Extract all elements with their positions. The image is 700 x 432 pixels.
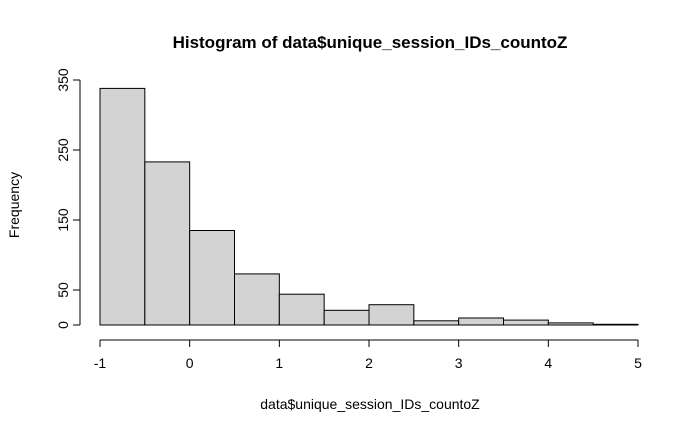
histogram-bar — [368, 304, 415, 326]
histogram-bar — [144, 161, 191, 326]
x-tick-label: 2 — [365, 355, 373, 371]
y-tick-label: 150 — [55, 208, 71, 232]
y-tick-label: 250 — [55, 138, 71, 162]
y-tick-label: 50 — [55, 282, 71, 298]
histogram-bar — [189, 230, 236, 326]
histogram-bar — [278, 293, 325, 326]
histogram-bar — [413, 320, 460, 326]
x-tick-label: 1 — [275, 355, 283, 371]
x-axis: -1 0 1 2 3 4 5 — [94, 339, 642, 371]
x-tick-label: 5 — [634, 355, 642, 371]
x-axis-label: data$unique_session_IDs_countoZ — [260, 396, 480, 412]
x-tick-label: -1 — [94, 355, 107, 371]
y-axis-label: Frequency — [6, 172, 22, 238]
histogram-bar — [458, 317, 504, 326]
bars-group — [99, 87, 639, 326]
x-tick-label: 3 — [455, 355, 463, 371]
histogram-bar — [547, 322, 594, 326]
y-tick-label: 350 — [55, 68, 71, 92]
y-axis: 0 50 150 250 350 — [55, 68, 81, 329]
histogram-bar — [592, 323, 639, 326]
x-tick-label: 0 — [186, 355, 194, 371]
x-tick-label: 4 — [544, 355, 552, 371]
histogram-bar — [323, 309, 370, 326]
chart-title: Histogram of data$unique_session_IDs_cou… — [173, 33, 568, 52]
histogram-bar — [99, 87, 146, 326]
histogram-bar — [234, 273, 280, 326]
y-tick-label: 0 — [55, 321, 71, 329]
histogram-bar — [503, 319, 549, 326]
